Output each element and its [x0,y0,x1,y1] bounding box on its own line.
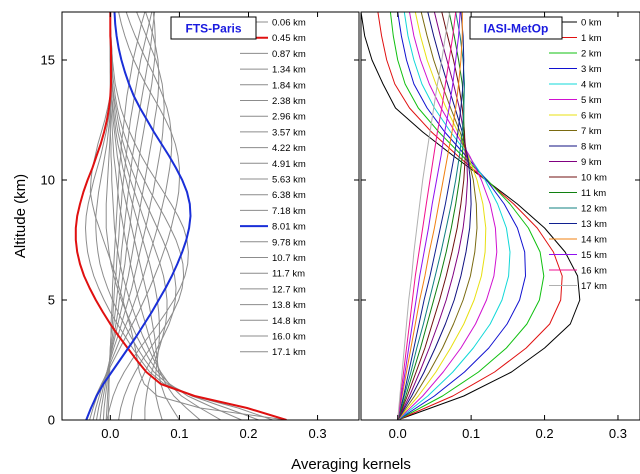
plot-area-left [74,12,287,420]
axes-left: 0.0 0.1 0.2 0.3 0 5 10 15 [41,11,360,441]
legend-left: 0.06 km 0.45 km 0.87 km 1.34 km 1.84 km 2.38 … [240,18,306,358]
legend-label: 4.22 km [272,143,306,154]
series-line [109,12,185,420]
legend-label: 13 km [581,219,607,230]
plot-area-right [361,12,581,420]
series-line [397,12,465,420]
legend-label: 4 km [581,80,602,91]
series-line [389,12,545,420]
y-tick-label: 5 [48,293,55,308]
legend-label: 12 km [581,204,607,215]
title-box-left: FTS-Paris [170,16,257,40]
legend-label: 0.87 km [272,49,306,60]
series-line [106,12,189,420]
legend-label: 8.01 km [272,222,306,233]
series-line [397,12,461,420]
legend-label: 2.38 km [272,96,306,107]
legend-label: 11 km [581,188,606,199]
series-line [92,12,165,420]
series-line [377,12,563,420]
legend-label: 8 km [581,142,602,153]
x-tick-label: 0.2 [239,426,257,441]
legend-label: 9 km [581,157,602,168]
series-line [109,12,222,420]
series-line [397,12,465,420]
panel-left: 0.0 0.1 0.2 0.3 0 5 10 15 0.06 km 0.45 km 0.87 km… [41,11,360,441]
series-line [397,12,511,420]
series-line [361,12,581,420]
legend-label: 3 km [581,64,602,75]
series-line [397,12,478,420]
legend-label: 1.34 km [272,65,306,76]
series-line [74,12,287,420]
legend-label: 13.8 km [272,300,306,311]
legend-label: 6.38 km [272,190,306,201]
legend-label: 0.45 km [272,33,306,44]
series-line [397,12,463,420]
legend-label: 0 km [581,18,602,29]
panel-title: FTS-Paris [185,22,241,36]
x-tick-label: 0.0 [101,426,119,441]
legend-label: 2 km [581,49,602,60]
legend-label: 7.18 km [272,206,306,217]
legend-label: 17.1 km [272,347,306,358]
legend-label: 5.63 km [272,175,306,186]
series-line [397,12,466,420]
legend-label: 1.84 km [272,80,306,91]
plot-frame [360,11,640,421]
legend-label: 2.96 km [272,112,306,123]
x-tick-label: 0.3 [309,426,327,441]
plot-frame [61,11,360,421]
legend-label: 17 km [581,281,607,292]
panel-right: 0.0 0.1 0.2 0.3 0 km 1 km 2 km 3 km 4 km 5 km 6 k… [360,11,640,441]
legend-label: 6 km [581,111,602,122]
legend-label: 16.0 km [272,332,306,343]
x-tick-label: 0.1 [462,426,480,441]
title-box-right: IASI-MetOp [469,16,563,40]
legend-label: 9.78 km [272,237,306,248]
legend-label: 12.7 km [272,284,306,295]
series-line [99,12,156,420]
series-line [86,12,180,420]
title-frame [170,16,257,40]
x-axis-title: Averaging kernels [291,456,411,473]
legend-right: 0 km 1 km 2 km 3 km 4 km 5 km 6 km 7 km 8 km 9 km… [549,18,607,292]
x-tick-label: 0.2 [536,426,554,441]
x-tick-label: 0.0 [389,426,407,441]
panel-title: IASI-MetOp [484,22,549,36]
series-line [397,12,451,420]
legend-label: 10 km [581,173,607,184]
legend-label: 4.91 km [272,159,306,170]
y-tick-label: 0 [48,413,55,428]
series-line [89,12,173,420]
legend-label: 0.06 km [272,18,306,29]
y-tick-label: 10 [41,173,55,188]
legend-label: 11.7 km [272,269,305,280]
title-frame [469,16,563,40]
legend-label: 1 km [581,33,602,44]
legend-label: 16 km [581,266,607,277]
series-line [397,12,498,420]
series-line [397,12,465,420]
legend-label: 14 km [581,235,607,246]
series-line [85,12,192,420]
legend-label: 14.8 km [272,316,306,327]
axes-right: 0.0 0.1 0.2 0.3 [360,11,640,441]
series-line [397,12,487,420]
legend-label: 15 km [581,250,607,261]
series-line [397,12,457,420]
series-line [397,12,526,420]
legend-label: 3.57 km [272,127,306,138]
legend-label: 7 km [581,126,602,137]
x-tick-label: 0.1 [170,426,188,441]
legend-label: 5 km [581,95,602,106]
x-tick-label: 0.3 [609,426,627,441]
y-tick-label: 15 [41,53,55,68]
series-line [109,12,177,420]
legend-label: 10.7 km [272,253,306,264]
series-line [397,12,468,420]
series-line [107,12,146,420]
y-axis-title: Altitude (km) [12,174,29,258]
